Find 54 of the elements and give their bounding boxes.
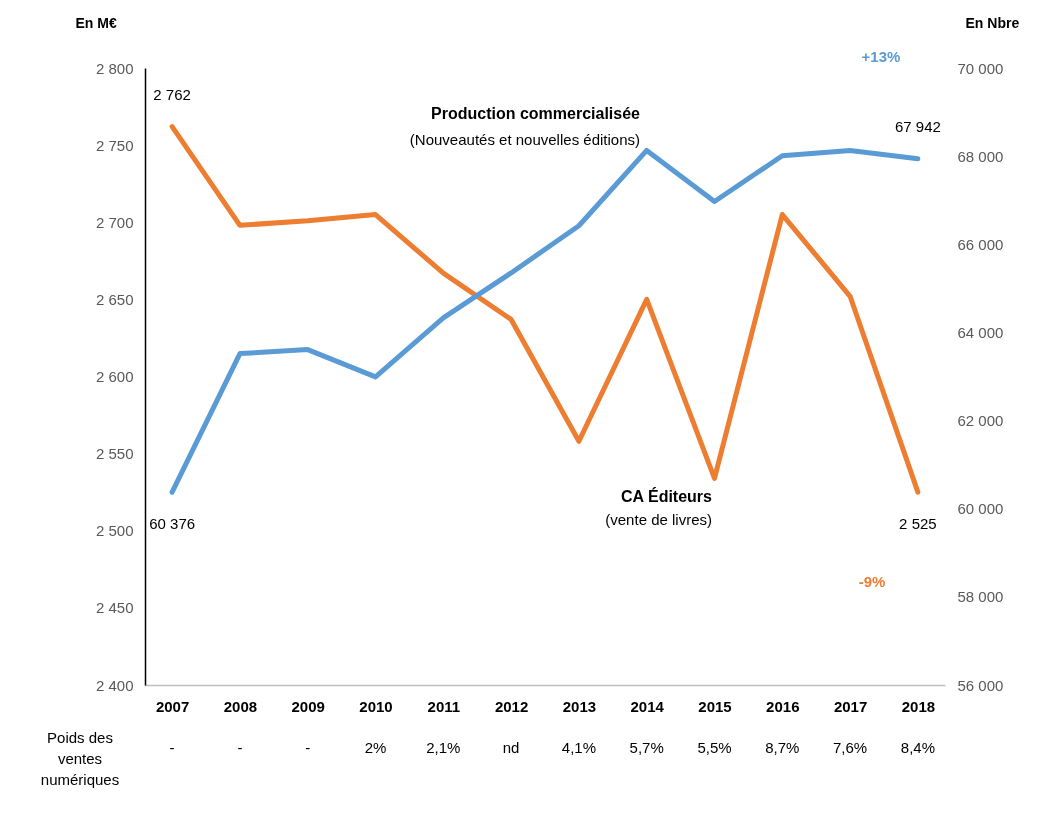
text: Poids des ventes numériques bbox=[40, 729, 120, 788]
y-tick-label: 2 500 bbox=[95, 522, 134, 540]
text: 5,5% bbox=[697, 739, 732, 756]
text: 5,7% bbox=[629, 739, 664, 756]
text: 4,1% bbox=[561, 739, 596, 756]
data-label: 2 525 bbox=[899, 515, 937, 533]
y-tick-label: 2 450 bbox=[95, 599, 134, 617]
x-tick-label: 2017 bbox=[833, 697, 868, 715]
x-tick-label: 2012 bbox=[494, 697, 529, 715]
x-tick-label: 2015 bbox=[698, 697, 732, 715]
x-tick-label: 2014 bbox=[630, 697, 665, 715]
y2-tick-label: 64 000 bbox=[957, 323, 1004, 341]
y-tick-label: 2 800 bbox=[95, 59, 134, 77]
text: 7,6% bbox=[832, 739, 868, 756]
text: +13% bbox=[861, 48, 901, 65]
y2-tick-label: 56 000 bbox=[957, 676, 1004, 694]
x-tick-label: 2018 bbox=[901, 697, 936, 715]
series-label: CA Éditeurs bbox=[621, 487, 713, 505]
y-tick-label: 2 400 bbox=[95, 676, 134, 694]
x-tick-label: 2016 bbox=[766, 697, 800, 715]
y-axis-title: En M€ bbox=[75, 14, 117, 31]
text: 8,4% bbox=[900, 739, 935, 756]
y2-tick-label: 58 000 bbox=[957, 588, 1004, 606]
annotation: (vente de livres) bbox=[605, 511, 712, 528]
x-tick-label: 2010 bbox=[359, 697, 393, 715]
x-tick-label: 2013 bbox=[562, 697, 597, 715]
data-label: 2 762 bbox=[153, 85, 191, 103]
y-tick-label: 2 650 bbox=[95, 290, 134, 308]
y-tick-label: 2 700 bbox=[95, 213, 134, 231]
text: - bbox=[169, 739, 175, 756]
annotation: (Nouveautés et nouvelles éditions) bbox=[409, 131, 640, 148]
y2-tick-label: 62 000 bbox=[957, 412, 1004, 430]
data-label: 67 942 bbox=[894, 117, 941, 135]
text: nd bbox=[502, 739, 520, 756]
data-label: 60 376 bbox=[149, 515, 196, 533]
y-tick-label: 2 750 bbox=[95, 136, 134, 154]
x-tick-label: 2011 bbox=[427, 697, 461, 715]
y-tick-label: 2 550 bbox=[95, 445, 134, 463]
text: 2% bbox=[364, 739, 387, 756]
y2-tick-label: 60 000 bbox=[957, 500, 1004, 518]
text: - bbox=[237, 739, 243, 756]
x-tick-label: 2007 bbox=[155, 697, 190, 715]
text: 8,7% bbox=[765, 739, 800, 756]
y-tick-label: 2 600 bbox=[95, 368, 134, 385]
y2-axis-title: En Nbre bbox=[965, 14, 1020, 31]
series-label: Production commercialisée bbox=[431, 105, 641, 122]
text: 2,1% bbox=[426, 739, 461, 756]
annotation: -9% bbox=[858, 573, 886, 590]
y2-tick-label: 70 000 bbox=[957, 59, 1004, 77]
x-tick-label: 2009 bbox=[291, 697, 325, 715]
y2-tick-label: 66 000 bbox=[957, 235, 1004, 253]
x-tick-label: 2008 bbox=[223, 697, 258, 715]
text: - bbox=[305, 739, 311, 756]
y2-tick-label: 68 000 bbox=[957, 147, 1004, 165]
